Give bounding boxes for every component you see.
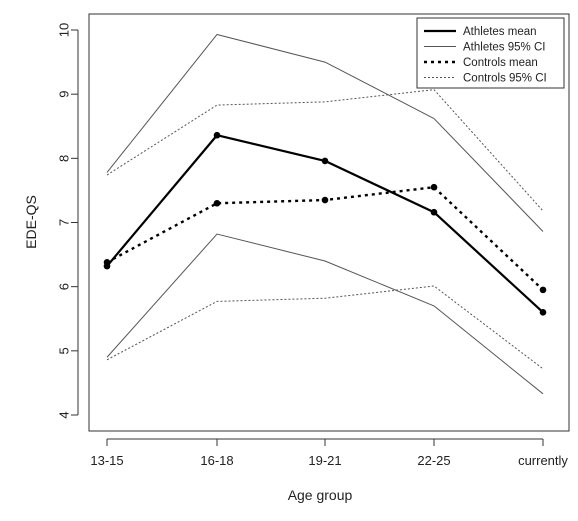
data-point (430, 183, 438, 191)
x-tick-label: 16-18 (200, 453, 233, 468)
legend-label: Controls 95% CI (463, 73, 547, 85)
x-tick-label: 13-15 (90, 453, 123, 468)
series-line-controls-95-ci (106, 89, 544, 212)
data-point (103, 258, 111, 266)
data-point (430, 208, 438, 216)
data-point (321, 196, 329, 204)
y-tick-label: 10 (57, 23, 72, 37)
series-line-athletes-95-ci (106, 33, 544, 232)
plot-frame (88, 13, 570, 432)
series-layer (103, 33, 547, 395)
legend-label: Athletes mean (463, 26, 537, 38)
legend-label: Controls mean (463, 57, 538, 69)
y-axis-title: EDE-QS (23, 195, 39, 249)
y-tick-label: 8 (57, 155, 72, 162)
x-tick-label: currently (518, 453, 568, 468)
legend-box (416, 17, 565, 89)
x-axis-title: Age group (288, 487, 353, 503)
x-tick-label: 22-25 (417, 453, 450, 468)
y-axis: 4 5 6 7 8 9 10 (57, 23, 79, 419)
y-tick-label: 6 (57, 283, 72, 290)
legend-label: Athletes 95% CI (463, 42, 545, 54)
data-point (539, 286, 547, 294)
data-point (321, 157, 329, 165)
data-point (213, 199, 221, 207)
y-tick-label: 5 (57, 347, 72, 354)
x-axis: 13-15 16-18 19-21 22-25 currently (90, 438, 568, 468)
data-point (213, 131, 221, 139)
x-tick-label: 19-21 (308, 453, 341, 468)
y-tick-label: 7 (57, 219, 72, 226)
y-tick-label: 9 (57, 91, 72, 98)
series-line-ci-lower-5 (106, 285, 544, 370)
legend: Athletes mean Athletes 95% CI Controls mea… (416, 17, 565, 89)
data-point (539, 309, 547, 316)
y-tick-label: 4 (57, 411, 72, 418)
series-line-ci-lower-2 (106, 233, 544, 395)
